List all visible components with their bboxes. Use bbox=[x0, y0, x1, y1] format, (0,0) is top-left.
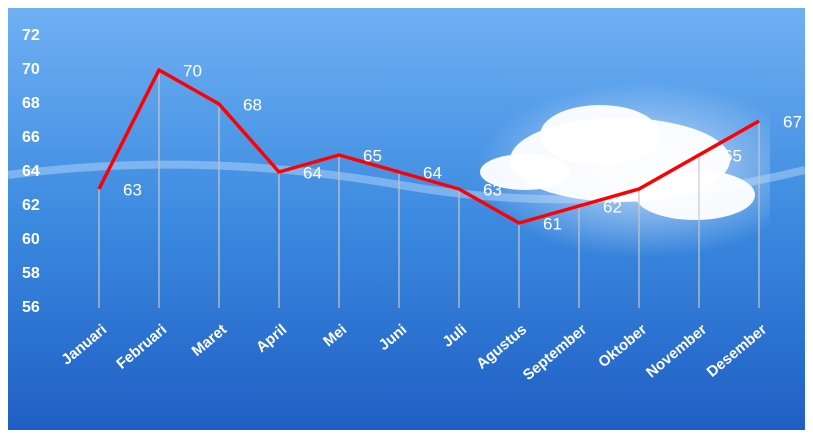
data-label: 65 bbox=[723, 146, 742, 165]
y-tick-label: 70 bbox=[22, 61, 40, 78]
y-tick-label: 56 bbox=[22, 299, 40, 316]
chart: 565860626466687072JanuariFebruariMaretAp… bbox=[0, 0, 813, 438]
data-label: 64 bbox=[423, 163, 442, 182]
y-tick-label: 62 bbox=[22, 197, 40, 214]
y-tick-label: 72 bbox=[22, 27, 40, 44]
data-label: 65 bbox=[363, 146, 382, 165]
data-label: 63 bbox=[123, 180, 142, 199]
data-label: 63 bbox=[483, 180, 502, 199]
y-tick-label: 58 bbox=[22, 265, 40, 282]
data-label: 68 bbox=[243, 95, 262, 114]
y-tick-label: 60 bbox=[22, 231, 40, 248]
y-tick-label: 68 bbox=[22, 95, 40, 112]
y-tick-label: 66 bbox=[22, 129, 40, 146]
data-label: 70 bbox=[183, 61, 202, 80]
data-label: 61 bbox=[543, 214, 562, 233]
data-label: 63 bbox=[663, 180, 682, 199]
data-label: 64 bbox=[303, 163, 322, 182]
y-tick-label: 64 bbox=[22, 163, 40, 180]
data-label: 62 bbox=[603, 197, 622, 216]
data-label: 67 bbox=[783, 112, 802, 131]
